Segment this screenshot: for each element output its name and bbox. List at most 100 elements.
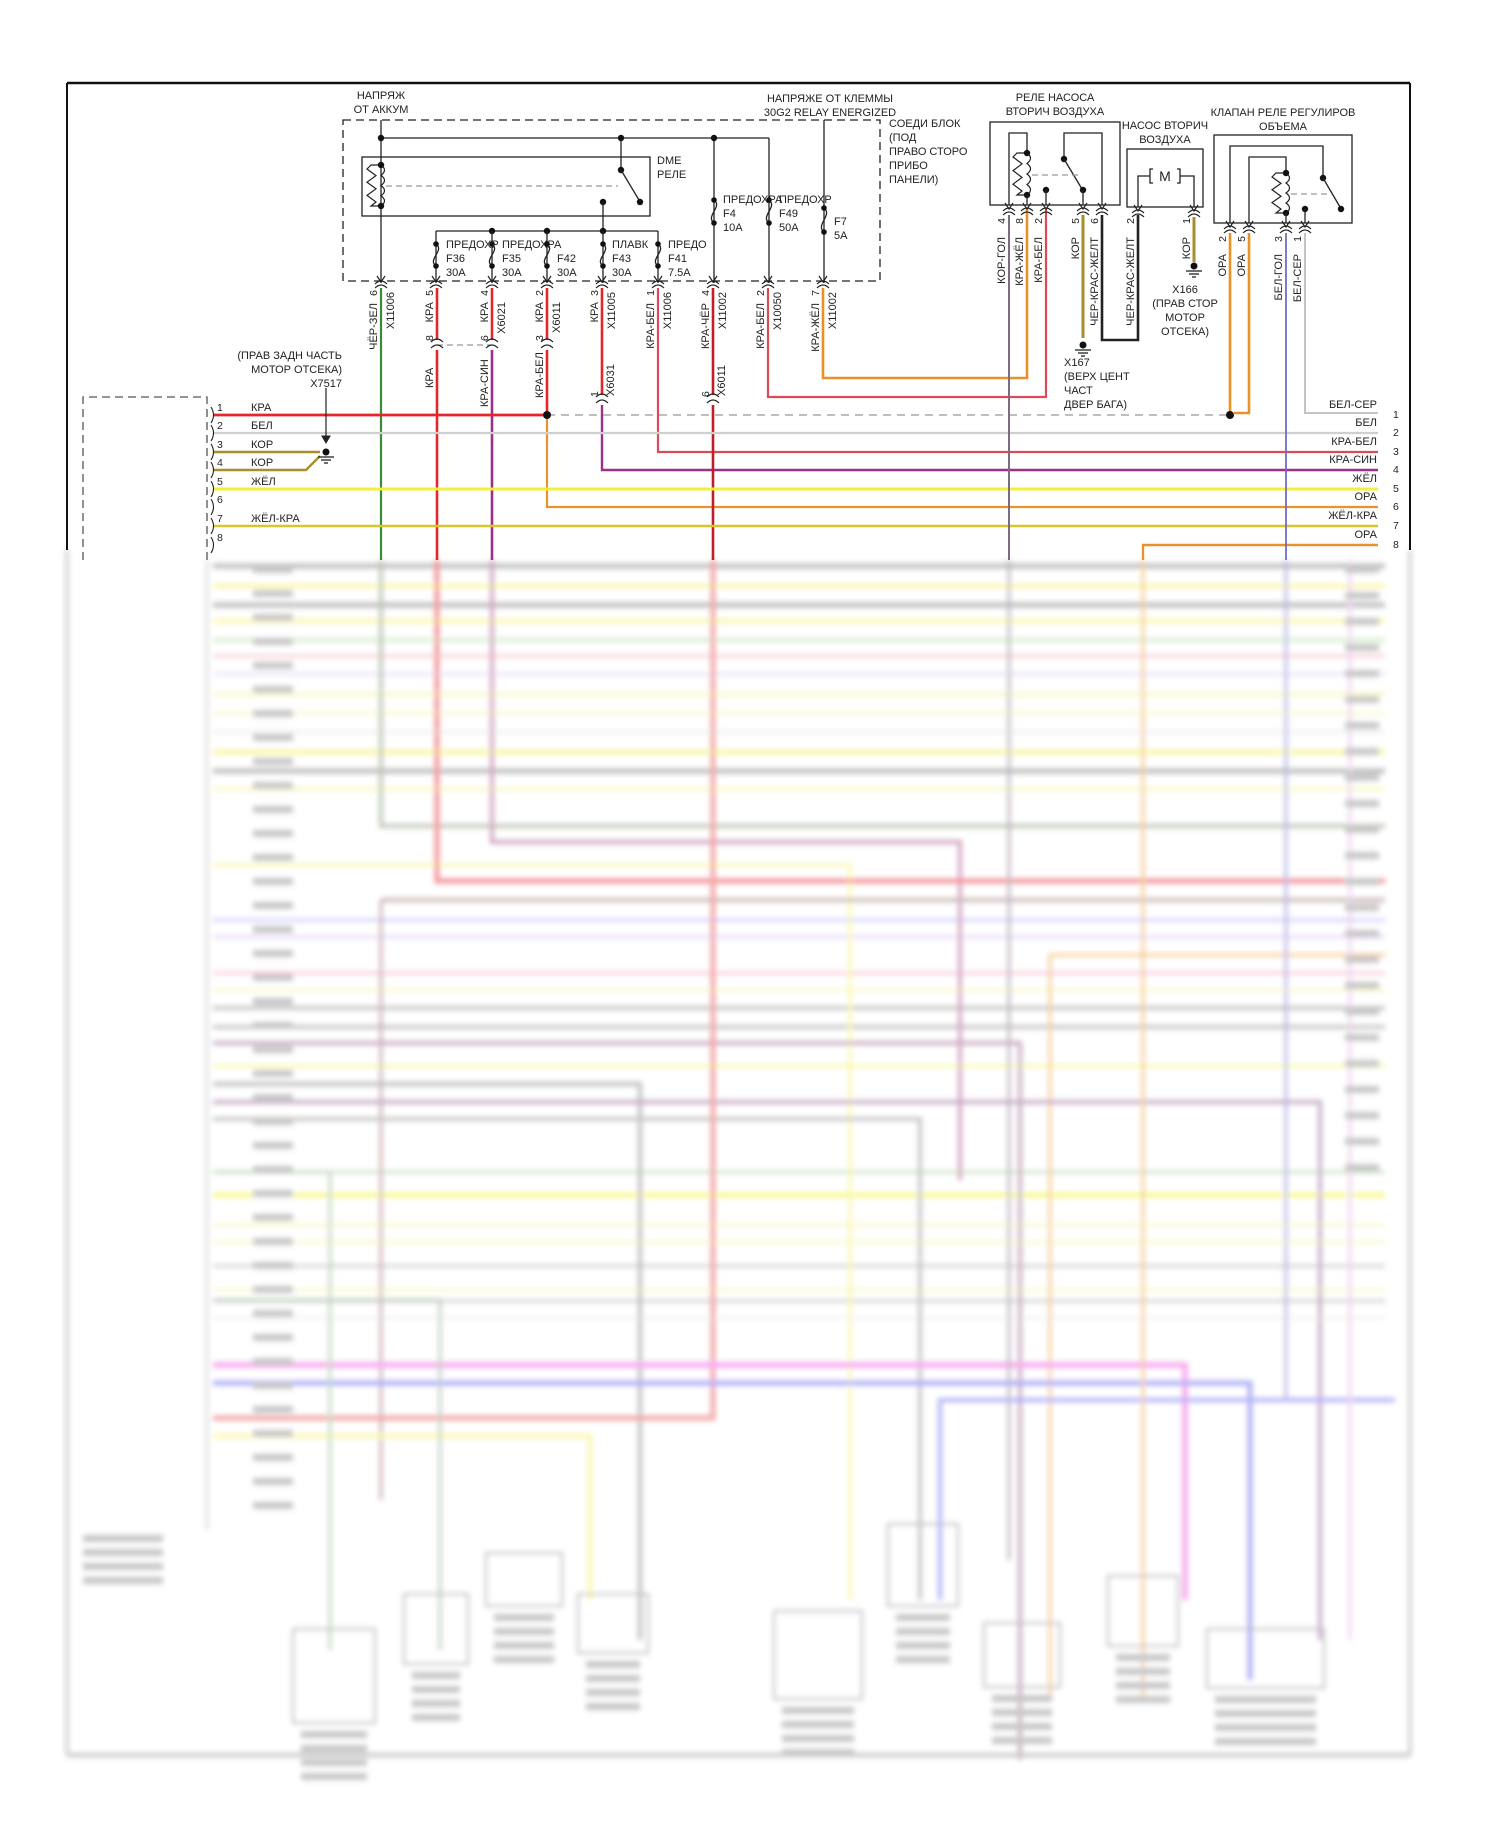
- left-pin-number: 5: [217, 476, 223, 488]
- connector-icon: [1002, 211, 1016, 216]
- label-line: МОТОР: [1165, 312, 1205, 324]
- component-pin-number: 2: [1125, 218, 1137, 224]
- blurred-component-box: [773, 1610, 863, 1700]
- fuse-f42-label: F42 30A: [557, 253, 577, 279]
- label-line: МОТОР ОТСЕКА): [251, 364, 342, 376]
- output-wire-color: КРА-ЖЁЛ: [810, 303, 822, 352]
- blurred-label: [1345, 644, 1379, 651]
- label-line: X167: [1064, 357, 1090, 369]
- junction-dot: [377, 134, 385, 142]
- connector-icon: [816, 284, 830, 289]
- component-pin-color: ЧЕР-КРАС-ЖЕЛТ: [1125, 237, 1137, 326]
- connector-arrow-icon: [1004, 202, 1014, 211]
- connector-arrow-icon: [487, 275, 497, 284]
- right-pin-number: 6: [1393, 501, 1399, 513]
- junction-dot: [711, 197, 717, 203]
- blurred-label: [1116, 1654, 1170, 1661]
- label-line: (ПРАВ ЗАДН ЧАСТЬ: [237, 350, 342, 362]
- inline-wire-color: КРА-СИН: [479, 359, 491, 407]
- blurred-label: [992, 1695, 1052, 1702]
- right-pin-number: 5: [1393, 483, 1399, 495]
- connector-arrow-icon: [1041, 202, 1051, 211]
- dme-relay-box: [361, 156, 651, 217]
- component-pin-number: 2: [1217, 236, 1229, 242]
- blurred-label: [1345, 930, 1379, 937]
- connector-pin-icon: [210, 498, 215, 516]
- connector-arrow-icon: [1078, 202, 1088, 211]
- blurred-label: [301, 1745, 367, 1752]
- blurred-label: [1345, 904, 1379, 911]
- blurred-label: [253, 1334, 293, 1341]
- junction-dot: [1190, 262, 1198, 270]
- output-wire-color: КРА: [534, 301, 546, 322]
- fuse-rating: 50A: [779, 222, 799, 234]
- blurred-wire: [213, 1380, 1253, 1680]
- blurred-label: [1345, 696, 1379, 703]
- connector-icon: [1279, 225, 1293, 230]
- right-connector: БЕЛ-СЕР 1 БЕЛ 2 КРА-БЕЛ 3 КРА-СИН 4 ЖЁЛ 5 ОРА 6 ЖЁЛ-…: [1328, 399, 1399, 551]
- connector-icon: [429, 280, 443, 285]
- label-line: ПРИБО: [889, 160, 928, 172]
- output-connector-id: X6011: [551, 302, 563, 333]
- connector-icon: [1095, 211, 1109, 216]
- fuse-name: ПРЕДОХР: [779, 194, 832, 206]
- blurred-label: [1345, 956, 1379, 963]
- connector-icon: [485, 284, 499, 289]
- blurred-label: [992, 1709, 1052, 1716]
- blurred-label: [1345, 722, 1379, 729]
- blurred-component-box: [1107, 1575, 1179, 1647]
- blurred-component-box: [983, 1622, 1061, 1688]
- connector-icon: [595, 280, 609, 285]
- coil-icon: [379, 164, 386, 207]
- junction-dot: [1337, 205, 1345, 213]
- blurred-wire: [379, 560, 1385, 828]
- ground-x7517-label: (ПРАВ ЗАДН ЧАСТЬ МОТОР ОТСЕКА) X7517: [237, 350, 342, 390]
- blurred-label: [253, 686, 293, 693]
- connector-icon: [374, 284, 388, 289]
- blurred-component-box: [577, 1593, 649, 1654]
- blurred-label: [253, 638, 293, 645]
- blurred-label: [253, 614, 293, 621]
- fuse-name: ПРЕДОХРА: [502, 239, 562, 251]
- fuse-f4-label: ПРЕДОХРА F4 10A: [723, 194, 783, 234]
- junction-dot: [766, 197, 772, 203]
- connector-icon: [540, 284, 554, 289]
- blurred-label: [1345, 800, 1379, 807]
- blurred-wire: [213, 1117, 922, 1600]
- wire-red-white: [656, 288, 1378, 454]
- relay-internal: [1248, 156, 1287, 223]
- left-pin-number: 1: [217, 402, 223, 414]
- air-pump-box: [1126, 148, 1204, 208]
- connector-icon: [595, 284, 609, 289]
- output-wire-color: КРА-БЕЛ: [645, 303, 657, 349]
- fuse-id: F35: [502, 253, 521, 265]
- label-line: X166: [1172, 284, 1198, 296]
- inline-connector-icon: [706, 393, 720, 398]
- blurred-component-box: [485, 1552, 563, 1607]
- blurred-label: [253, 854, 293, 861]
- right-pin-label: БЕЛ-СЕР: [1329, 399, 1377, 411]
- blurred-label: [253, 1238, 293, 1245]
- blurred-label: [253, 1094, 293, 1101]
- label-line: ЧАСТ: [1064, 385, 1093, 397]
- motor-icon: M: [1159, 168, 1171, 184]
- inline-connector-icon: [540, 344, 554, 349]
- blurred-wire: [213, 1362, 1188, 1600]
- coil-resistor-icon: [365, 164, 381, 207]
- fuse-block-outline: [342, 119, 881, 282]
- output-pin-number: 5: [424, 290, 436, 296]
- label-line: РЕЛЕ НАСОСА: [1016, 92, 1095, 104]
- left-pin-label: КРА: [251, 402, 272, 414]
- blurred-label: [1215, 1724, 1316, 1731]
- blurred-label: [494, 1628, 554, 1635]
- component-pin-color: БЕЛ-СЕР: [1292, 254, 1304, 302]
- blurred-label: [782, 1707, 854, 1714]
- junction-dot: [433, 241, 439, 247]
- air-pump-relay-box: [989, 121, 1121, 206]
- output-pin-number: 4: [700, 290, 712, 296]
- junction-dot: [636, 198, 644, 206]
- label-line: ВТОРИЧ ВОЗДУХА: [1006, 106, 1105, 118]
- fuse-id: F4: [723, 208, 736, 220]
- connector-icon: [1242, 229, 1256, 234]
